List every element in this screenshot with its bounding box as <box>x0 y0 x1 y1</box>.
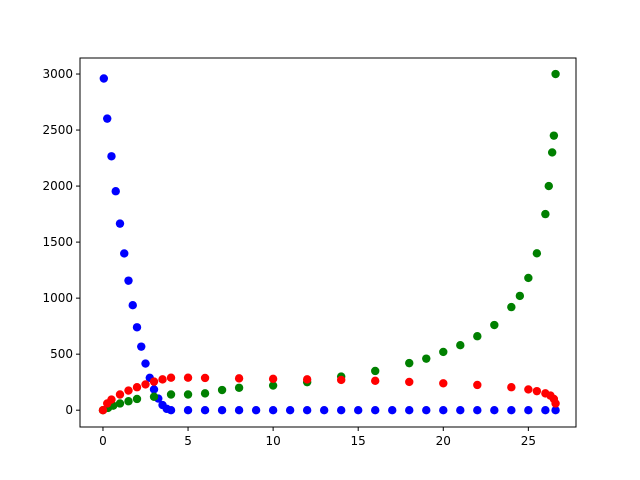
point <box>524 385 533 394</box>
point <box>439 405 448 415</box>
point <box>490 320 499 330</box>
point <box>354 405 363 415</box>
point <box>544 181 553 191</box>
x-tick-label: 25 <box>521 434 536 448</box>
point <box>439 347 448 357</box>
point <box>371 376 380 386</box>
point <box>473 332 482 341</box>
point <box>166 390 176 399</box>
point <box>524 405 533 415</box>
point <box>166 405 176 415</box>
point <box>422 405 431 415</box>
point <box>456 405 465 415</box>
point <box>103 114 112 123</box>
point <box>319 405 329 415</box>
point <box>285 405 295 415</box>
point <box>128 300 137 310</box>
point <box>132 323 142 332</box>
point <box>268 374 278 384</box>
y-tick-label: 1500 <box>42 235 73 249</box>
point <box>141 359 150 368</box>
point <box>268 381 278 390</box>
point <box>532 386 542 396</box>
point <box>234 405 244 415</box>
point <box>371 366 380 376</box>
point <box>149 377 159 386</box>
x-tick-label: 0 <box>99 434 107 448</box>
point <box>336 405 346 415</box>
point <box>551 399 560 408</box>
point <box>115 390 125 399</box>
point <box>547 148 557 157</box>
point <box>183 373 193 382</box>
point <box>137 342 146 351</box>
point <box>111 187 120 196</box>
y-tick-label: 2500 <box>42 123 73 137</box>
point <box>336 375 346 385</box>
point <box>107 152 116 161</box>
point <box>200 389 210 398</box>
point <box>217 385 227 395</box>
point <box>234 374 244 383</box>
x-tick-label: 15 <box>351 434 366 448</box>
point <box>98 405 108 415</box>
point <box>166 373 176 382</box>
point <box>124 397 133 406</box>
point <box>149 385 159 394</box>
point <box>524 273 533 283</box>
point <box>541 405 550 415</box>
x-tick-label: 10 <box>265 434 280 448</box>
point <box>473 380 482 390</box>
point <box>141 380 150 389</box>
point <box>405 377 414 387</box>
point <box>439 379 448 388</box>
point <box>302 375 312 384</box>
point <box>388 405 397 415</box>
point <box>124 276 133 285</box>
point <box>371 405 380 415</box>
point <box>115 219 125 228</box>
point <box>115 399 125 408</box>
point <box>183 405 193 415</box>
point <box>251 405 261 415</box>
point <box>302 405 312 415</box>
x-tick-label: 20 <box>436 434 451 448</box>
y-tick-label: 2000 <box>42 179 73 193</box>
point <box>217 405 227 415</box>
point <box>99 74 109 83</box>
point <box>234 383 244 392</box>
point <box>507 302 516 312</box>
point <box>120 249 129 258</box>
point <box>124 386 133 395</box>
point <box>515 291 525 301</box>
point <box>200 373 210 383</box>
point <box>532 249 542 258</box>
point <box>456 340 465 350</box>
point <box>132 394 142 404</box>
point <box>200 405 210 415</box>
x-tick-label: 5 <box>184 434 192 448</box>
point <box>158 375 167 384</box>
point <box>107 395 116 404</box>
point <box>541 209 550 219</box>
y-tick-label: 3000 <box>42 67 73 81</box>
point <box>405 358 414 368</box>
point <box>183 390 193 399</box>
y-tick-label: 500 <box>50 347 73 361</box>
point <box>132 383 142 392</box>
point <box>149 392 159 401</box>
point <box>507 383 516 392</box>
y-tick-label: 1000 <box>42 291 73 305</box>
point <box>507 405 516 415</box>
point <box>551 405 560 415</box>
point <box>473 405 482 415</box>
point <box>490 405 499 415</box>
point <box>405 405 414 415</box>
point <box>551 69 560 79</box>
point <box>422 354 431 363</box>
y-tick-label: 0 <box>65 403 73 417</box>
point <box>549 131 559 140</box>
point <box>268 405 278 415</box>
